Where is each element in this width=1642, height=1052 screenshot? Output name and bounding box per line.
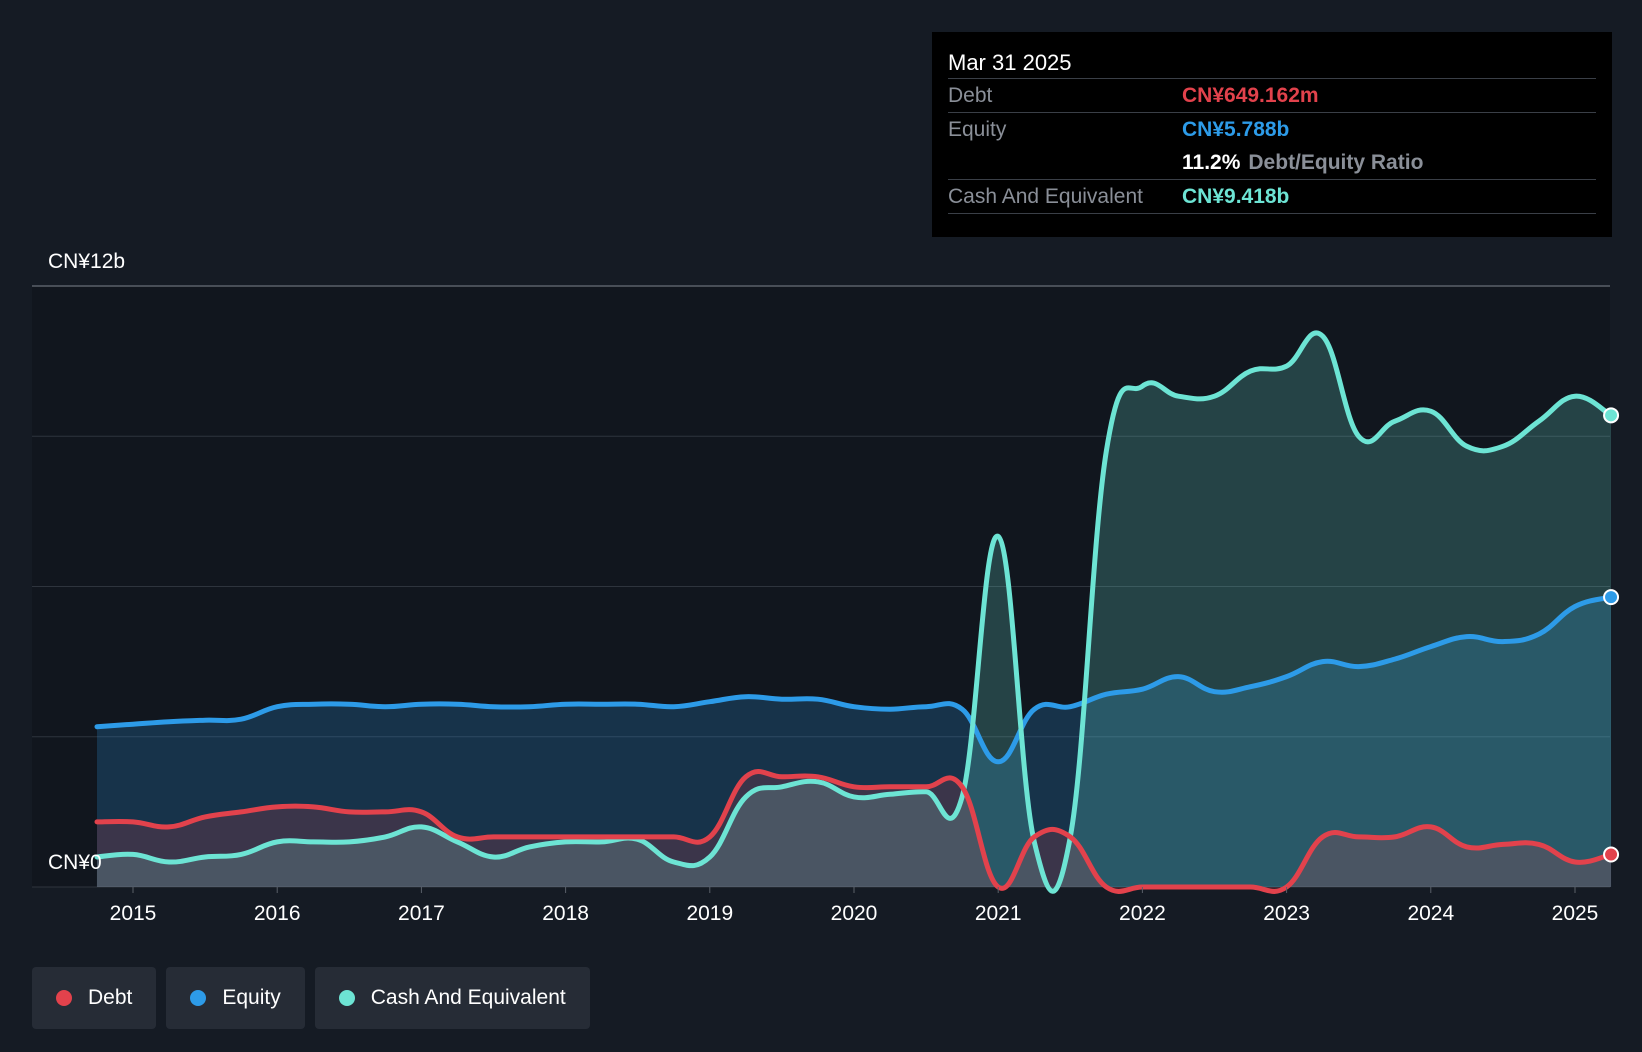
tooltip-cash-row: Cash And Equivalent CN¥9.418b <box>948 179 1596 214</box>
x-tick-label: 2020 <box>831 902 878 925</box>
tooltip-cash-label: Cash And Equivalent <box>948 184 1143 208</box>
legend-equity-label: Equity <box>222 986 281 1009</box>
area-cash-and-equivalent <box>96 332 1612 892</box>
legend-debt-label: Debt <box>88 986 133 1009</box>
end-marker-cash-and-equivalent <box>1603 407 1620 424</box>
end-marker-equity <box>1603 589 1620 606</box>
x-tick-label: 2016 <box>254 902 301 925</box>
x-tick-label: 2023 <box>1263 902 1310 925</box>
x-axis-ticks: 2015 2016 2017 2018 2019 2020 2021 2022 2023 2024… <box>110 887 1599 925</box>
tooltip-debt-row: Debt CN¥649.162m <box>948 78 1596 112</box>
x-tick-label: 2018 <box>542 902 589 925</box>
x-tick-label: 2017 <box>398 902 445 925</box>
tooltip-cash-value: CN¥9.418b <box>1182 184 1290 208</box>
line-equity <box>94 594 1614 765</box>
x-tick-label: 2025 <box>1552 902 1599 925</box>
line-debt <box>94 769 1614 894</box>
x-tick-label: 2019 <box>686 902 733 925</box>
tooltip-ratio-label: Debt/Equity Ratio <box>1248 150 1424 174</box>
line-cash-and-equivalent <box>94 330 1614 894</box>
tooltip-equity-row: Equity CN¥5.788b <box>948 112 1596 146</box>
area-equity <box>96 597 1612 887</box>
tooltip-equity-label: Equity <box>948 117 1007 141</box>
series-areas <box>96 332 1612 892</box>
tooltip-date: Mar 31 2025 <box>948 50 1072 75</box>
tooltip-ratio-row: 11.2% Debt/Equity Ratio <box>948 146 1596 179</box>
tooltip-equity-value: CN¥5.788b <box>1182 117 1290 141</box>
series-lines <box>94 330 1614 894</box>
tooltip-debt-value: CN¥649.162m <box>1182 83 1319 107</box>
legend-item-equity[interactable]: Equity <box>166 967 305 1029</box>
legend: Debt Equity Cash And Equivalent <box>32 967 590 1029</box>
y-axis-top-label: CN¥12b <box>48 250 126 273</box>
x-tick-label: 2021 <box>975 902 1022 925</box>
x-tick-label: 2022 <box>1119 902 1166 925</box>
grid <box>32 285 1610 888</box>
legend-item-debt[interactable]: Debt <box>32 967 157 1029</box>
end-markers <box>1603 407 1620 863</box>
legend-item-cash[interactable]: Cash And Equivalent <box>314 967 590 1029</box>
legend-equity-dot-icon <box>190 990 207 1006</box>
legend-cash-label: Cash And Equivalent <box>370 986 566 1009</box>
legend-cash-dot-icon <box>338 990 355 1006</box>
x-tick-label: 2015 <box>110 902 157 925</box>
tooltip-debt-label: Debt <box>948 83 993 107</box>
y-axis-bottom-label: CN¥0 <box>48 851 102 874</box>
tooltip: Mar 31 2025 Debt CN¥649.162m Equity CN¥5… <box>932 32 1612 237</box>
tooltip-ratio-value: 11.2% <box>1182 150 1241 174</box>
area-debt <box>96 771 1612 892</box>
end-marker-debt <box>1603 846 1620 863</box>
x-tick-label: 2024 <box>1407 902 1454 925</box>
legend-debt-dot-icon <box>56 990 72 1006</box>
